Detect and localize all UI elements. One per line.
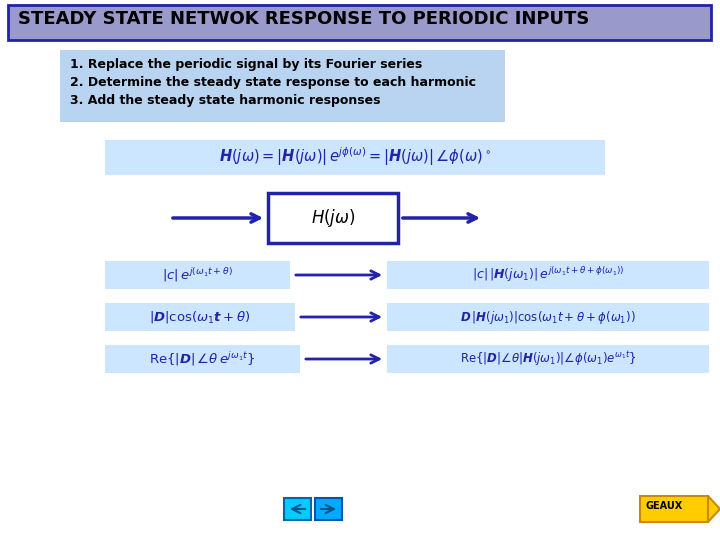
Text: $\mathrm{Re}\{|\boldsymbol{D}|\angle\theta|\boldsymbol{H}(j\omega_1)|\angle\phi(: $\mathrm{Re}\{|\boldsymbol{D}|\angle\the… [459,350,636,368]
FancyBboxPatch shape [8,5,711,40]
Polygon shape [708,496,720,522]
FancyBboxPatch shape [387,345,709,373]
Text: $\boldsymbol{D}\,|\boldsymbol{H}(j\omega_1)|\cos(\omega_1 t+\theta+\phi(\omega_1: $\boldsymbol{D}\,|\boldsymbol{H}(j\omega… [460,308,636,326]
FancyBboxPatch shape [284,498,311,520]
Text: 2. Determine the steady state response to each harmonic: 2. Determine the steady state response t… [70,76,476,89]
Text: $\mathrm{Re}\{|\boldsymbol{D}|\,\angle\theta\, e^{j\omega_1 t}\}$: $\mathrm{Re}\{|\boldsymbol{D}|\,\angle\t… [149,350,255,368]
FancyBboxPatch shape [105,303,295,331]
FancyBboxPatch shape [60,50,505,122]
FancyBboxPatch shape [640,496,708,522]
Text: $H(j\omega)$: $H(j\omega)$ [311,207,355,229]
FancyBboxPatch shape [105,345,300,373]
FancyBboxPatch shape [315,498,342,520]
Text: $|c|\,e^{j(\omega_1 t+\theta)}$: $|c|\,e^{j(\omega_1 t+\theta)}$ [161,266,233,284]
Text: $|c|\,|\boldsymbol{H}(j\omega_1)|\,e^{j(\omega_1 t+\theta+\phi(\omega_1))}$: $|c|\,|\boldsymbol{H}(j\omega_1)|\,e^{j(… [472,266,624,285]
FancyBboxPatch shape [387,261,709,289]
FancyBboxPatch shape [387,303,709,331]
Text: 1. Replace the periodic signal by its Fourier series: 1. Replace the periodic signal by its Fo… [70,58,422,71]
Text: $|\boldsymbol{D}|\cos(\omega_1\boldsymbol{t}+\theta)$: $|\boldsymbol{D}|\cos(\omega_1\boldsymbo… [149,309,251,325]
FancyBboxPatch shape [105,140,605,175]
Text: $\boldsymbol{H}(j\omega)=|\boldsymbol{H}(j\omega)|\,e^{j\phi(\omega)}=|\boldsymb: $\boldsymbol{H}(j\omega)=|\boldsymbol{H}… [219,146,491,168]
FancyBboxPatch shape [105,261,290,289]
FancyBboxPatch shape [268,193,398,243]
Text: STEADY STATE NETWOK RESPONSE TO PERIODIC INPUTS: STEADY STATE NETWOK RESPONSE TO PERIODIC… [18,10,590,28]
Text: GEAUX: GEAUX [645,501,683,511]
Text: 3. Add the steady state harmonic responses: 3. Add the steady state harmonic respons… [70,94,380,107]
